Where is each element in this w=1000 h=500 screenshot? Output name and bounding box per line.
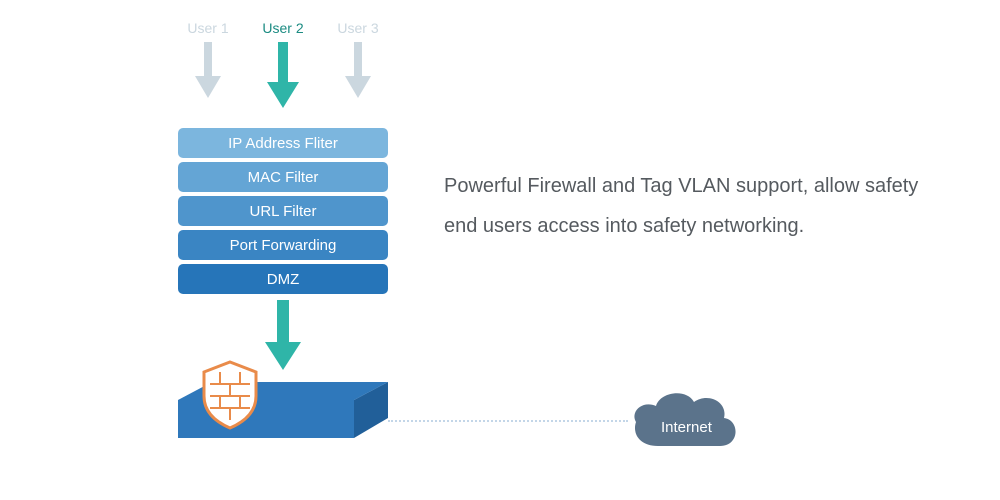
filter-url: URL Filter bbox=[178, 196, 388, 226]
filter-dmz: DMZ bbox=[178, 264, 388, 294]
user-3: User 3 bbox=[328, 20, 388, 108]
arrow-down-icon bbox=[265, 300, 301, 370]
filter-port: Port Forwarding bbox=[178, 230, 388, 260]
users-row: User 1 User 2 User 3 bbox=[178, 20, 388, 108]
filter-mac: MAC Filter bbox=[178, 162, 388, 192]
user-1: User 1 bbox=[178, 20, 238, 108]
user-1-label: User 1 bbox=[187, 20, 228, 36]
diagram-container: User 1 User 2 User 3 IP Address Fliter M… bbox=[0, 0, 1000, 500]
user-3-label: User 3 bbox=[337, 20, 378, 36]
user-2-label: User 2 bbox=[262, 20, 303, 36]
description-text: Powerful Firewall and Tag VLAN support, … bbox=[444, 166, 954, 246]
arrow-down-icon bbox=[195, 42, 221, 98]
arrow-to-firewall bbox=[265, 300, 301, 375]
internet-cloud: Internet bbox=[628, 388, 740, 450]
filter-stack: IP Address Fliter MAC Filter URL Filter … bbox=[178, 128, 388, 294]
arrow-down-icon bbox=[345, 42, 371, 98]
cloud-label: Internet bbox=[661, 419, 712, 436]
firewall-device bbox=[178, 382, 388, 442]
user-2: User 2 bbox=[253, 20, 313, 108]
shield-icon bbox=[200, 360, 260, 430]
filter-ip: IP Address Fliter bbox=[178, 128, 388, 158]
arrow-down-icon bbox=[267, 42, 299, 108]
connector-line bbox=[388, 420, 628, 422]
